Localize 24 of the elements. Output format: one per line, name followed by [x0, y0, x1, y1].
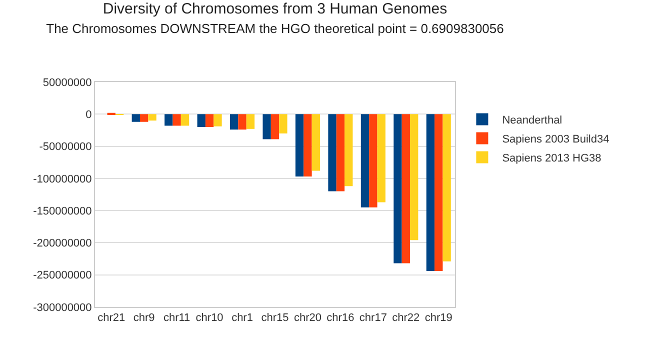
chart-title: Diversity of Chromosomes from 3 Human Genomes: [102, 0, 448, 18]
y-tick-label: -50000000: [39, 141, 92, 154]
legend-label: Neanderthal: [502, 114, 562, 127]
x-tick-label: chr20: [294, 312, 322, 324]
x-tick-label: chr17: [359, 312, 387, 324]
x-tick-label: chr15: [261, 312, 289, 324]
x-tick-label: chr11: [163, 312, 190, 324]
y-tick-label: 0: [86, 108, 92, 121]
y-tick-label: -250000000: [33, 270, 92, 282]
chart-subtitle: The Chromosomes DOWNSTREAM the HGO theoretical point = 0.6909830056: [46, 20, 504, 36]
legend-label: Sapiens 2003 Build34: [502, 134, 610, 146]
y-tick-label: 50000000: [42, 76, 92, 89]
y-tick-label: -150000000: [33, 205, 92, 218]
x-tick-label: chr21: [98, 312, 126, 324]
y-tick-label: -100000000: [33, 173, 92, 186]
y-tick-label: -200000000: [33, 238, 92, 250]
legend-label: Sapiens 2013 HG38: [502, 152, 602, 165]
x-tick-label: chr19: [424, 312, 452, 324]
x-tick-label: chr22: [392, 312, 420, 324]
y-tick-label: -300000000: [33, 302, 92, 314]
x-tick-label: chr9: [133, 312, 155, 324]
x-tick-label: chr10: [196, 312, 224, 324]
x-tick-label: chr16: [326, 312, 354, 324]
x-tick-label: chr1: [232, 312, 253, 324]
